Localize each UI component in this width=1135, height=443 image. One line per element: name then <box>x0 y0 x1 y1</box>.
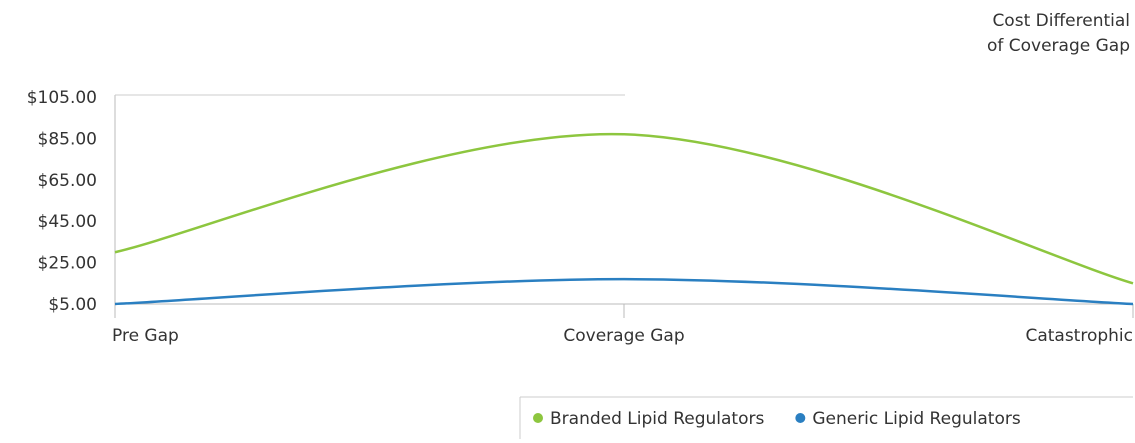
y-tick-label: $85.00 <box>38 129 97 149</box>
series-line <box>114 132 1134 285</box>
legend-label: Generic Lipid Regulators <box>812 409 1021 429</box>
y-tick-label: $45.00 <box>38 212 97 232</box>
legend-marker <box>795 413 806 423</box>
x-tick-label: Catastrophic <box>1025 326 1133 346</box>
legend-marker <box>533 413 543 423</box>
chart-title: Cost Differential <box>992 11 1130 31</box>
y-tick-label: $5.00 <box>48 295 97 315</box>
x-tick-label: Pre Gap <box>112 326 179 346</box>
x-tick-label: Coverage Gap <box>563 326 684 346</box>
series-line <box>114 277 1134 306</box>
y-tick-label: $105.00 <box>27 88 97 108</box>
chart-title: of Coverage Gap <box>987 36 1130 56</box>
y-tick-label: $65.00 <box>38 171 97 191</box>
legend-label: Branded Lipid Regulators <box>550 409 764 429</box>
y-tick-label: $25.00 <box>38 254 97 274</box>
